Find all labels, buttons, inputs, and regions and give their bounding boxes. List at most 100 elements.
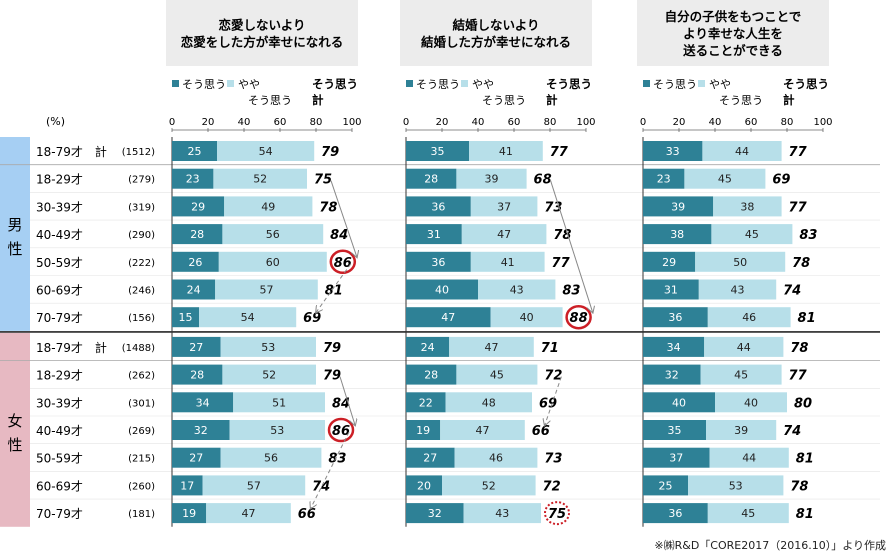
- bar-label-strong: 25: [188, 145, 202, 158]
- bar-label-strong: 31: [427, 228, 441, 241]
- bar-label-weak: 53: [729, 479, 743, 492]
- gender-label-char: 性: [7, 436, 22, 454]
- total-label: 74: [312, 479, 330, 494]
- bar-label-weak: 52: [253, 173, 267, 186]
- x-tick-label: 40: [238, 117, 251, 128]
- total-label: 69: [303, 311, 321, 326]
- bar-label-strong: 36: [431, 200, 445, 213]
- bar-label-weak: 52: [262, 369, 276, 382]
- bar-strong: [643, 475, 688, 496]
- bar-label-weak: 44: [742, 452, 756, 465]
- total-label: 73: [544, 452, 562, 467]
- panel-title-line: 自分の子供をもつことで: [665, 9, 802, 24]
- gender-label-char: 男: [7, 216, 22, 234]
- bar-label-weak: 57: [260, 284, 274, 297]
- bar-strong: [172, 475, 203, 496]
- bar-label-strong: 40: [672, 396, 686, 409]
- bar-label-strong: 23: [186, 173, 200, 186]
- bar-weak: [218, 251, 327, 272]
- bar-weak: [233, 392, 325, 413]
- x-tick-label: 0: [169, 117, 175, 128]
- bar-strong: [643, 307, 708, 328]
- trend-arrow: [545, 376, 562, 425]
- legend-label-total: そう思う: [312, 77, 358, 91]
- total-label: 78: [792, 256, 810, 271]
- x-tick-label: 20: [436, 117, 449, 128]
- x-tick-label: 20: [673, 117, 686, 128]
- bar-label-weak: 45: [490, 369, 504, 382]
- legend-swatch-strong: [643, 80, 650, 87]
- total-label: 84: [332, 396, 350, 411]
- row-n: (222): [128, 258, 155, 269]
- bar-weak: [700, 364, 782, 385]
- highlight-circle: [327, 417, 355, 443]
- x-tick-label: 20: [202, 117, 215, 128]
- x-tick-label: 80: [781, 117, 794, 128]
- bar-label-strong: 36: [668, 507, 682, 520]
- bar-label-strong: 24: [421, 341, 435, 354]
- bar-strong: [643, 279, 699, 300]
- bar-label-weak: 50: [733, 256, 747, 269]
- bar-strong: [406, 364, 457, 385]
- x-tick-label: 40: [709, 117, 722, 128]
- bar-label-weak: 57: [247, 479, 261, 492]
- x-tick-label: 60: [508, 117, 521, 128]
- total-label: 86: [334, 256, 352, 271]
- bar-label-weak: 49: [261, 200, 275, 213]
- bar-label-weak: 44: [737, 341, 751, 354]
- bar-weak: [702, 141, 782, 161]
- bar-weak: [478, 279, 556, 300]
- trend-arrow: [330, 180, 357, 257]
- bar-weak: [206, 503, 291, 524]
- bar-weak: [713, 196, 782, 217]
- bar-label-strong: 31: [664, 284, 678, 297]
- bar-strong: [172, 141, 217, 161]
- bar-label-strong: 28: [190, 369, 204, 382]
- legend-label-weak: やや: [472, 78, 494, 91]
- trend-arrow: [311, 431, 350, 508]
- row-label: 40-49才: [36, 424, 83, 438]
- row-n: (269): [128, 426, 155, 437]
- x-tick-label: 100: [576, 117, 595, 128]
- row-label: 18-79才 計: [36, 340, 107, 355]
- legend-swatch-weak: [227, 80, 234, 87]
- total-label: 83: [799, 228, 817, 243]
- bar-strong: [643, 364, 701, 385]
- row-n: (260): [128, 481, 155, 492]
- row-n: (319): [128, 202, 155, 213]
- row-label: 40-49才: [36, 228, 83, 242]
- row-label: 18-29才: [36, 369, 83, 383]
- x-tick-label: 60: [274, 117, 287, 128]
- bar-strong: [406, 447, 455, 468]
- highlight-circle: [329, 249, 357, 275]
- bar-weak: [709, 447, 789, 468]
- panel-title-line: 結婚した方が幸せになれる: [421, 35, 571, 50]
- legend-label-strong: そう思う: [416, 78, 460, 91]
- x-tick-label: 0: [640, 117, 646, 128]
- row-label: 70-79才: [36, 507, 83, 521]
- bar-label-weak: 60: [266, 256, 280, 269]
- legend-label-weak: そう思う: [719, 94, 763, 107]
- total-label: 79: [323, 341, 341, 356]
- bar-strong: [172, 279, 216, 300]
- bar-label-strong: 23: [657, 173, 671, 186]
- total-label: 86: [332, 424, 350, 439]
- bar-weak: [695, 251, 786, 272]
- total-label: 80: [794, 396, 812, 411]
- bar-label-strong: 32: [665, 369, 679, 382]
- x-tick-label: 0: [403, 117, 409, 128]
- bar-label-weak: 43: [510, 284, 524, 297]
- total-label: 66: [298, 507, 316, 522]
- bar-strong: [643, 420, 706, 440]
- bar-label-strong: 17: [180, 479, 194, 492]
- total-label: 78: [790, 341, 808, 356]
- row-label: 18-29才: [36, 173, 83, 187]
- row-label: 60-69才: [36, 479, 83, 493]
- total-label: 83: [562, 284, 580, 299]
- bar-strong: [406, 196, 471, 217]
- bar-strong: [406, 503, 464, 524]
- row-label: 50-59才: [36, 452, 83, 466]
- bar-strong: [406, 224, 462, 245]
- source-note: ※㈱R&D「CORE2017（2016.10）」より作成: [654, 539, 886, 552]
- total-label: 77: [552, 256, 571, 271]
